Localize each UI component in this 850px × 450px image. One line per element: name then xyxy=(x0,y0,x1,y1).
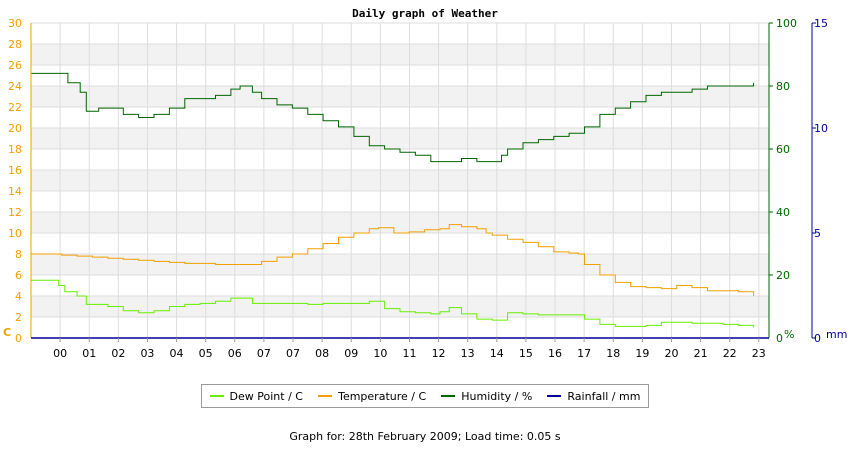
humidity-tick-label: 100 xyxy=(776,17,797,30)
humidity-tick-label: 60 xyxy=(776,143,790,156)
legend-label-humidity: Humidity / % xyxy=(461,389,533,403)
rainfall-tick-label: 15 xyxy=(814,17,828,30)
left-tick-label: 12 xyxy=(8,206,22,219)
legend-label-rainfall: Rainfall / mm xyxy=(567,389,641,403)
x-tick-label: 22 xyxy=(723,347,737,360)
series-line-2 xyxy=(31,72,755,163)
x-tick-label: 12 xyxy=(432,347,446,360)
humidity-tick-label: 40 xyxy=(776,206,790,219)
legend: Dew Point / C Temperature / C Humidity /… xyxy=(201,384,649,408)
humidity-axis-ticks: 20 40 60 80 100 0 xyxy=(769,17,797,345)
legend-swatch-humidity xyxy=(441,395,456,397)
x-tick-label: 07 xyxy=(257,347,271,360)
left-tick-label: 28 xyxy=(8,38,22,51)
x-tick-label: 21 xyxy=(694,347,708,360)
series-line-1 xyxy=(31,224,755,296)
legend-item-temperature: Temperature / C xyxy=(318,390,426,403)
x-tick-label: 18 xyxy=(606,347,620,360)
x-tick-label: 16 xyxy=(548,347,562,360)
x-axis-ticks: 00 01 02 03 04 05 06 07 07 08 09 10 11 12 13 14 15 16 17 18… xyxy=(53,338,766,360)
x-tick-label: 10 xyxy=(373,347,387,360)
legend-item-dew-point: Dew Point / C xyxy=(209,389,303,403)
x-tick-label: 03 xyxy=(140,347,154,360)
plot-band xyxy=(31,212,769,233)
left-tick-label: 16 xyxy=(8,164,22,177)
x-tick-label: 00 xyxy=(53,347,67,360)
x-tick-label: 13 xyxy=(461,347,475,360)
plot-band xyxy=(31,170,769,191)
legend-label-temperature: Temperature / C xyxy=(338,389,427,403)
x-tick-label: 07 xyxy=(286,347,300,360)
chart-title: Daily graph of Weather xyxy=(352,7,498,20)
plot-band xyxy=(31,254,769,275)
plot-background-bands xyxy=(31,44,769,317)
legend-swatch-rainfall xyxy=(547,395,562,397)
x-tick-label: 02 xyxy=(111,347,125,360)
left-tick-label: 20 xyxy=(8,122,22,135)
x-tick-label: 20 xyxy=(664,347,678,360)
legend-swatch-dew-point xyxy=(209,395,224,397)
rainfall-axis-ticks: 0 5 10 15 xyxy=(812,17,828,345)
plot-band xyxy=(31,86,769,107)
x-tick-label: 17 xyxy=(577,347,591,360)
x-tick-label: 23 xyxy=(752,347,766,360)
x-tick-label: 04 xyxy=(170,347,184,360)
left-tick-label: 22 xyxy=(8,101,22,114)
left-tick-label: 18 xyxy=(8,143,22,156)
x-tick-label: 14 xyxy=(490,347,504,360)
humidity-tick-label: 0 xyxy=(776,332,783,345)
plot-band xyxy=(31,44,769,65)
legend-label-dew-point: Dew Point / C xyxy=(229,389,303,403)
rainfall-tick-label: 10 xyxy=(814,122,828,135)
series-line-0 xyxy=(31,279,755,328)
legend-swatch-temperature xyxy=(318,395,333,397)
left-tick-label: 0 xyxy=(15,332,22,345)
x-tick-label: 19 xyxy=(635,347,649,360)
left-tick-label: 10 xyxy=(8,227,22,240)
left-tick-label: 26 xyxy=(8,59,22,72)
left-tick-label: 30 xyxy=(8,17,22,30)
legend-item-rainfall: Rainfall / mm xyxy=(547,390,640,403)
x-tick-label: 01 xyxy=(82,347,96,360)
axes-layer xyxy=(30,23,813,339)
x-tick-label: 05 xyxy=(199,347,213,360)
grid-lines xyxy=(31,22,769,339)
x-tick-label: 06 xyxy=(228,347,242,360)
plot-band xyxy=(31,296,769,317)
rainfall-tick-label: 0 xyxy=(814,332,821,345)
left-tick-label: 8 xyxy=(15,248,22,261)
footer-text: Graph for: 28th February 2009; Load time… xyxy=(289,430,561,443)
left-tick-label: 24 xyxy=(8,80,22,93)
x-tick-label: 09 xyxy=(344,347,358,360)
left-tick-label: 2 xyxy=(15,311,22,324)
humidity-tick-label: 20 xyxy=(776,269,790,282)
plot-band xyxy=(31,128,769,149)
humidity-tick-label: 80 xyxy=(776,80,790,93)
footer-status: Graph for: 28th February 2009; Load time… xyxy=(0,430,850,443)
x-tick-label: 15 xyxy=(519,347,533,360)
left-tick-label: 6 xyxy=(15,269,22,282)
left-axis-unit: C xyxy=(3,326,11,339)
left-tick-label: 14 xyxy=(8,185,22,198)
x-tick-label: 08 xyxy=(315,347,329,360)
rainfall-axis-unit: mm xyxy=(826,328,847,341)
left-tick-label: 4 xyxy=(15,290,22,303)
humidity-axis-unit: % xyxy=(784,328,794,341)
x-tick-label: 11 xyxy=(402,347,416,360)
legend-item-humidity: Humidity / % xyxy=(441,390,532,403)
rainfall-tick-label: 5 xyxy=(814,227,821,240)
